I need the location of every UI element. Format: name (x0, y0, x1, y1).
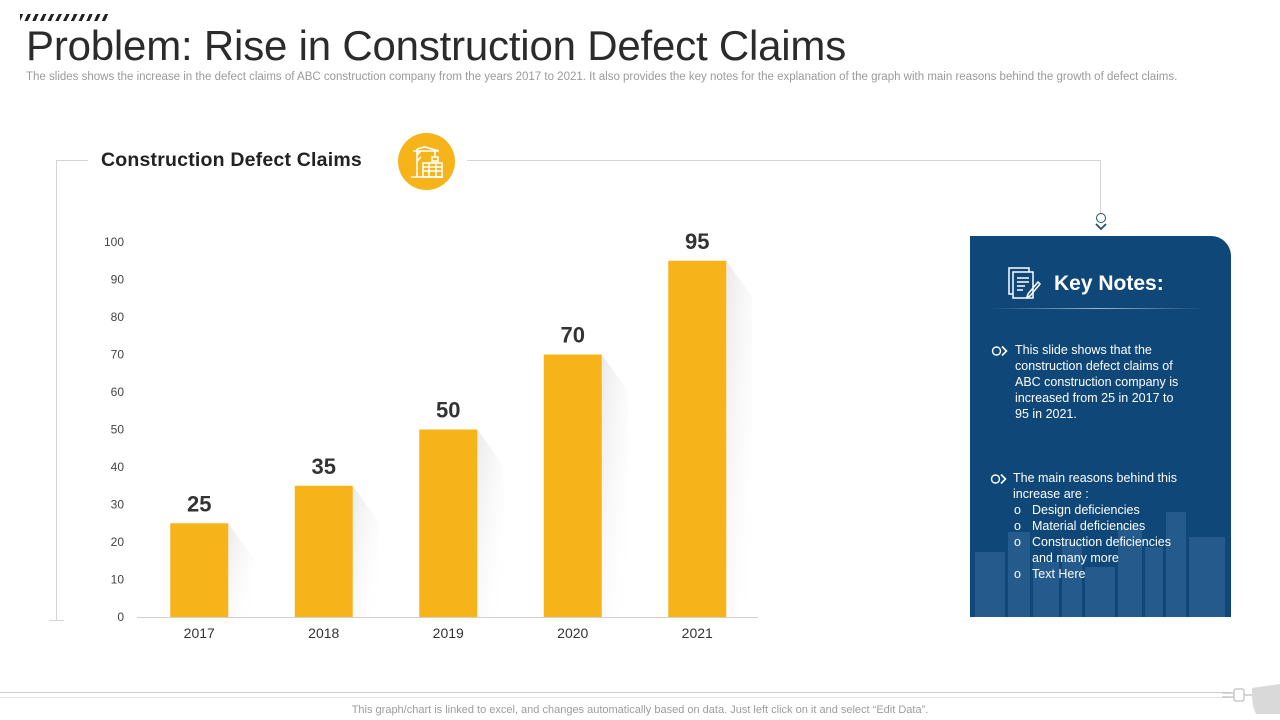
document-edit-icon (1008, 267, 1042, 299)
decorative-hatch (20, 14, 108, 21)
reason-item: o Text Here (1014, 566, 1086, 582)
bar-2018 (294, 485, 353, 617)
bar-shadow (477, 429, 504, 617)
data-label: 35 (312, 454, 336, 479)
y-tick-label: 40 (111, 460, 125, 474)
city-skyline-background (975, 512, 1225, 617)
reason-marker: o (1014, 519, 1021, 533)
reason-item: and many more (1014, 550, 1119, 566)
footer-note: This graph/chart is linked to excel, and… (351, 704, 929, 716)
reason-text: Text Here (1032, 567, 1086, 581)
x-tick-label: 2019 (433, 625, 464, 641)
y-tick-label: 20 (111, 535, 125, 549)
page-title: Problem: Rise in Construction Defect Cla… (26, 22, 847, 69)
frame-line-left-foot (49, 620, 64, 621)
y-tick-label: 100 (104, 235, 124, 249)
bullet-ring-arrow-icon (991, 345, 1008, 357)
data-label: 50 (436, 398, 460, 423)
data-label: 95 (685, 229, 709, 254)
page-subtitle: The slides shows the increase in the def… (26, 71, 1178, 83)
bar-2020 (543, 354, 602, 617)
bottom-divider (0, 692, 1230, 693)
chart-title: Construction Defect Claims (101, 149, 362, 171)
reason-marker: o (1014, 503, 1021, 517)
key-note-1-line: construction defect claims of (1015, 359, 1173, 373)
data-label: 25 (187, 491, 211, 516)
frame-line-top-left (56, 160, 88, 161)
bar-shadow (228, 523, 255, 617)
y-tick-label: 30 (111, 498, 125, 512)
x-tick-label: 2017 (184, 625, 215, 641)
key-notes-panel: Key Notes: This slide shows that the con… (970, 236, 1231, 617)
reason-marker: o (1014, 535, 1021, 549)
bullet-ring-arrow-icon (990, 473, 1007, 485)
bar-shadow (601, 354, 628, 617)
bar-chart: 25 35 50 70 95 0 10 20 30 40 50 60 70 80 90 100 2017 20… (104, 229, 758, 641)
data-label: 70 (561, 323, 585, 348)
reason-item: o Material deficiencies (1014, 518, 1145, 534)
bar-shadow (352, 485, 379, 617)
y-tick-label: 10 (111, 573, 125, 587)
key-note-1-line: ABC construction company is (1015, 375, 1179, 389)
y-tick-label: 0 (117, 610, 124, 624)
reason-text: and many more (1032, 551, 1119, 565)
y-tick-label: 50 (111, 423, 125, 437)
y-tick-label: 60 (111, 385, 125, 399)
x-tick-label: 2021 (682, 625, 713, 641)
key-notes-title: Key Notes: (1054, 272, 1164, 295)
plug-icon (1222, 684, 1280, 714)
reason-marker: o (1014, 567, 1021, 581)
key-note-2: The main reasons behind this increase ar… (1013, 470, 1213, 502)
bar-2017 (170, 523, 229, 617)
key-notes-divider (990, 308, 1205, 309)
x-tick-label: 2020 (557, 625, 588, 641)
connector-chevron-icon (1095, 223, 1107, 231)
x-tick-label: 2018 (308, 625, 339, 641)
frame-line-left (56, 160, 57, 620)
bar-shadow (726, 260, 753, 617)
reason-item: o Construction deficiencies (1014, 534, 1171, 550)
key-note-1-line: 95 in 2021. (1015, 407, 1077, 421)
bar-2021 (668, 260, 727, 617)
y-tick-label: 70 (111, 348, 125, 362)
key-note-2-line: The main reasons behind this (1013, 471, 1177, 485)
key-note-1-line: increased from 25 in 2017 to (1015, 391, 1174, 405)
bottom-divider-secondary (0, 697, 1230, 698)
frame-line-top-right (467, 160, 1101, 161)
key-note-2-line: increase are : (1013, 487, 1089, 501)
connector-ring (1096, 213, 1106, 223)
reason-text: Design deficiencies (1032, 503, 1140, 517)
reason-item: o Design deficiencies (1014, 502, 1140, 518)
frame-line-right-drop (1100, 160, 1101, 213)
reason-text: Construction deficiencies (1032, 535, 1171, 549)
bar-2019 (419, 429, 478, 617)
key-note-1-line: This slide shows that the (1015, 343, 1152, 357)
key-note-1: This slide shows that the construction d… (1015, 342, 1215, 422)
y-tick-label: 80 (111, 310, 125, 324)
y-tick-label: 90 (111, 273, 125, 287)
crane-building-icon (398, 133, 455, 190)
reason-text: Material deficiencies (1032, 519, 1146, 533)
